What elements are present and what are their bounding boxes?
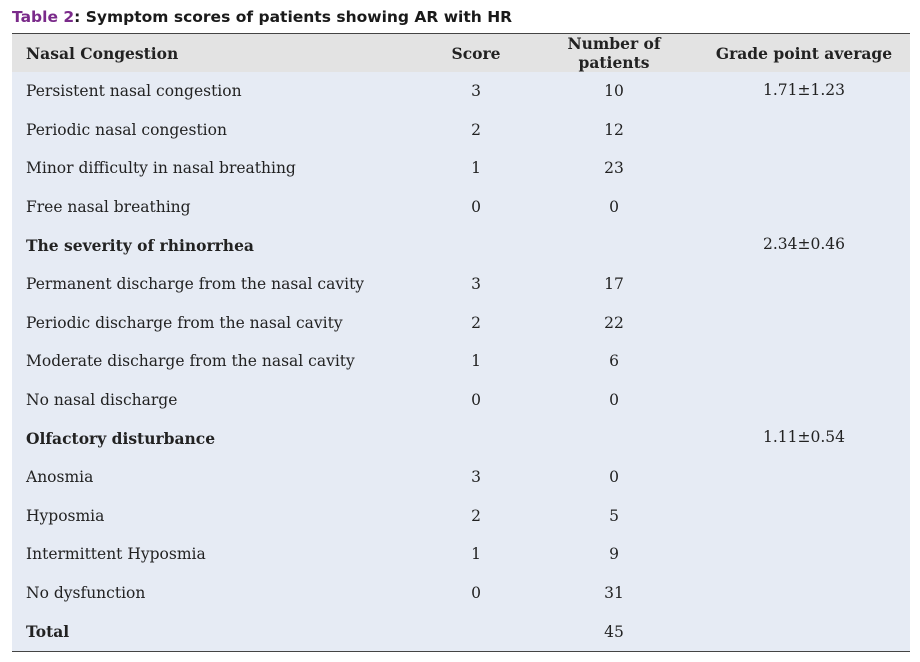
row-gpa: 1.71±1.23: [762, 81, 845, 99]
row-score: 1: [471, 159, 481, 178]
table-row: Permanent discharge from the nasal cavit…: [12, 264, 910, 304]
total-patients: 45: [604, 622, 624, 641]
row-gpa: [698, 111, 910, 150]
table-row: Intermittent Hyposmia 1 9: [12, 535, 910, 574]
row-gpa: [698, 265, 910, 304]
row-patients: 12: [604, 120, 624, 139]
row-patients: 5: [609, 506, 619, 525]
table-caption: Table 2: Symptom scores of patients show…: [12, 6, 512, 28]
row-label: No nasal discharge: [26, 391, 178, 410]
row-patients: 22: [604, 313, 624, 332]
table-row: No nasal discharge 0 0: [12, 380, 910, 420]
table-caption-label: Table 2: [12, 8, 75, 26]
table-total-row: Total 45: [12, 612, 910, 651]
row-gpa: [698, 381, 910, 420]
table-row: Persistent nasal congestion 3 10 1.71±1.…: [12, 72, 910, 111]
row-gpa: 2.34±0.46: [762, 235, 845, 254]
table-row: No dysfunction 0 31: [12, 573, 910, 613]
row-patients: 0: [609, 391, 619, 410]
row-gpa: [698, 612, 910, 651]
row-score: 2: [471, 120, 481, 139]
row-label: Permanent discharge from the nasal cavit…: [26, 275, 365, 294]
row-score: 1: [471, 545, 481, 564]
row-score: 1: [471, 352, 481, 371]
row-gpa: [698, 188, 910, 227]
symptom-scores-table: Nasal Congestion Score Number of patient…: [12, 33, 910, 652]
row-label: Anosmia: [26, 468, 94, 487]
row-gpa: [698, 574, 910, 613]
table-row: Anosmia 3 0: [12, 457, 910, 497]
table-row: Free nasal breathing 0 0: [12, 187, 910, 227]
row-score: 2: [471, 313, 481, 332]
row-patients: 0: [609, 198, 619, 217]
row-score: 3: [471, 82, 481, 101]
row-score: 0: [471, 584, 481, 603]
row-gpa: [698, 304, 910, 343]
row-score: 0: [471, 198, 481, 217]
row-score: 2: [471, 506, 481, 525]
row-label: Minor difficulty in nasal breathing: [26, 159, 296, 178]
row-gpa: 1.11±0.54: [762, 428, 845, 447]
section-label: Olfactory disturbance: [26, 429, 216, 449]
header-number-of-patients: Number of patients: [567, 34, 661, 72]
row-label: Hyposmia: [26, 506, 105, 525]
row-label: Free nasal breathing: [26, 198, 191, 217]
row-patients: 17: [604, 275, 624, 294]
row-gpa: [698, 535, 910, 574]
header-score: Score: [451, 43, 501, 63]
row-label: No dysfunction: [26, 584, 146, 603]
section-label: The severity of rhinorrhea: [26, 236, 254, 256]
row-gpa: [698, 458, 910, 497]
row-patients: 10: [604, 82, 624, 101]
table-row: Periodic discharge from the nasal cavity…: [12, 303, 910, 343]
table-section-row: The severity of rhinorrhea 2.34±0.46: [12, 226, 910, 265]
row-score: 0: [471, 391, 481, 410]
table-row: Moderate discharge from the nasal cavity…: [12, 342, 910, 381]
header-nasal-congestion: Nasal Congestion: [26, 43, 179, 63]
row-patients: 31: [604, 584, 624, 603]
header-grade-point-average: Grade point average: [715, 43, 893, 63]
row-patients: 23: [604, 159, 624, 178]
row-label: Intermittent Hyposmia: [26, 545, 206, 564]
table-caption-text: : Symptom scores of patients showing AR …: [74, 8, 513, 26]
row-gpa: [698, 342, 910, 381]
row-label: Periodic discharge from the nasal cavity: [26, 313, 343, 332]
table-row: Hyposmia 2 5: [12, 496, 910, 536]
table-row: Minor difficulty in nasal breathing 1 23: [12, 149, 910, 188]
row-label: Persistent nasal congestion: [26, 82, 242, 101]
row-patients: 6: [609, 352, 619, 371]
row-patients: 0: [609, 468, 619, 487]
row-patients: 9: [609, 545, 619, 564]
table-header-row: Nasal Congestion Score Number of patient…: [12, 34, 910, 72]
row-score: 3: [471, 275, 481, 294]
row-label: Periodic nasal congestion: [26, 120, 227, 139]
row-label: Moderate discharge from the nasal cavity: [26, 352, 355, 371]
row-gpa: [698, 497, 910, 536]
total-label: Total: [26, 622, 70, 642]
row-gpa: [698, 149, 910, 188]
table-row: Periodic nasal congestion 2 12: [12, 110, 910, 150]
table-section-row: Olfactory disturbance 1.11±0.54: [12, 419, 910, 458]
row-score: 3: [471, 468, 481, 487]
